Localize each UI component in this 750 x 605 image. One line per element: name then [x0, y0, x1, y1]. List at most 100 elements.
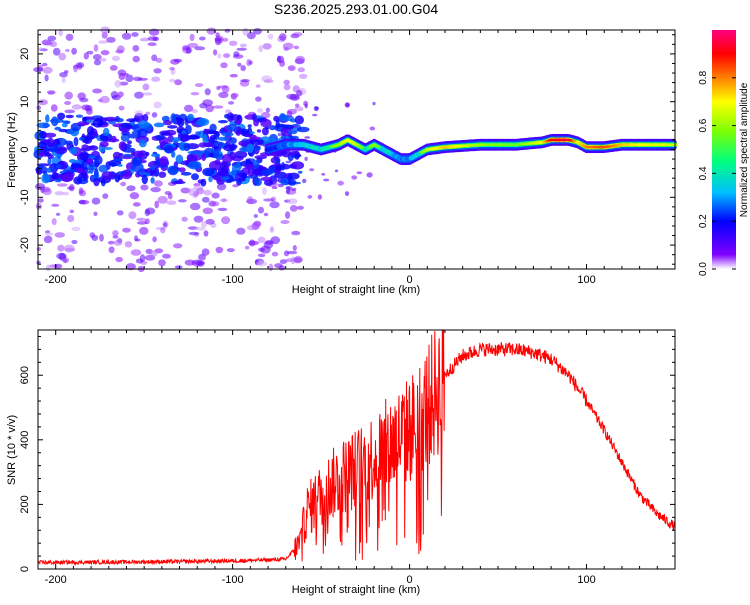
- noise-blob: [98, 164, 109, 173]
- y-tick-label: 20: [19, 48, 31, 60]
- noise-blob: [57, 244, 65, 252]
- noise-blob: [167, 181, 177, 186]
- noise-blob: [137, 77, 148, 81]
- noise-blob: [136, 221, 148, 225]
- noise-blob: [100, 50, 110, 56]
- noise-blob: [124, 241, 133, 248]
- noise-blob: [178, 167, 186, 173]
- noise-blob: [150, 177, 155, 184]
- noise-blob: [58, 28, 63, 37]
- noise-blob: [276, 158, 281, 165]
- noise-blob: [334, 169, 339, 173]
- noise-blob: [155, 57, 163, 63]
- noise-blob: [77, 92, 86, 100]
- noise-blob: [134, 110, 144, 116]
- noise-blob: [202, 167, 215, 177]
- noise-blob: [229, 73, 238, 78]
- snr-panel: -200 -100 0 100 0 200 400 600 Height of straig…: [6, 329, 676, 596]
- noise-blob: [187, 226, 198, 230]
- noise-blob: [81, 144, 89, 151]
- snr-xlabel: Height of straight line (km): [292, 584, 420, 596]
- noise-blob: [167, 166, 179, 176]
- noise-blob: [116, 45, 125, 54]
- noise-blob: [221, 216, 231, 225]
- snr-y-axis: 0 200 400 600: [19, 335, 675, 572]
- noise-blob: [71, 226, 81, 232]
- noise-blob: [191, 173, 199, 181]
- noise-blob: [236, 47, 247, 51]
- noise-blob: [91, 197, 101, 205]
- noise-blob: [71, 47, 77, 55]
- noise-blob: [280, 163, 291, 170]
- noise-blob: [135, 258, 143, 264]
- noise-blob: [73, 176, 83, 185]
- noise-blob: [159, 130, 171, 136]
- noise-blob: [221, 132, 234, 137]
- noise-blob: [65, 114, 74, 119]
- noise-blob: [268, 263, 274, 272]
- noise-blob: [240, 79, 250, 83]
- noise-blob: [254, 177, 262, 187]
- noise-blob: [344, 102, 350, 108]
- noise-blob: [245, 163, 255, 170]
- ridge-peak: [375, 145, 380, 148]
- noise-blob: [189, 33, 195, 42]
- noise-blob: [170, 113, 177, 123]
- noise-blob: [46, 167, 52, 173]
- noise-blob: [131, 32, 139, 37]
- spectrogram-ylabel: Frequency (Hz): [6, 112, 18, 188]
- noise-blob: [221, 85, 230, 93]
- noise-blob: [99, 95, 110, 104]
- noise-blob: [183, 142, 191, 152]
- noise-blob: [69, 147, 78, 155]
- noise-blob: [158, 259, 166, 267]
- noise-blob: [122, 153, 133, 158]
- noise-blob: [42, 42, 54, 46]
- noise-blob: [37, 141, 48, 149]
- noise-blob: [87, 154, 96, 160]
- noise-blob: [286, 110, 293, 118]
- y-tick-label: -20: [19, 237, 31, 253]
- noise-blob: [76, 167, 84, 173]
- noise-blob: [98, 40, 108, 44]
- y-tick-label: 400: [19, 431, 31, 449]
- noise-blob: [269, 226, 274, 233]
- noise-blob: [258, 45, 264, 53]
- noise-blob: [185, 124, 192, 135]
- noise-blob: [169, 67, 175, 71]
- noise-blob: [118, 105, 125, 111]
- noise-blob: [204, 88, 211, 96]
- noise-blob: [47, 90, 56, 95]
- noise-blob: [160, 227, 166, 234]
- noise-blob: [99, 141, 109, 148]
- x-tick-label: 100: [577, 574, 595, 586]
- noise-blob: [215, 32, 220, 38]
- noise-blob: [103, 127, 110, 136]
- noise-blob: [304, 156, 308, 161]
- noise-blob: [109, 65, 118, 71]
- noise-blob: [195, 120, 206, 126]
- noise-blob: [323, 178, 330, 182]
- noise-blob: [212, 105, 224, 109]
- noise-blob: [87, 126, 95, 136]
- noise-blob: [107, 240, 115, 245]
- noise-blob: [225, 109, 232, 114]
- noise-blob: [71, 104, 82, 110]
- noise-blob: [118, 141, 127, 151]
- noise-blob: [292, 96, 301, 100]
- noise-blob: [79, 151, 89, 161]
- colorbar-gradient: [712, 30, 736, 269]
- noise-blob: [267, 33, 274, 40]
- noise-blob: [219, 198, 228, 202]
- noise-blob: [248, 239, 256, 247]
- noise-blob: [187, 150, 201, 155]
- noise-blob: [69, 209, 75, 214]
- noise-blob: [213, 49, 218, 56]
- noise-blob: [153, 101, 162, 109]
- noise-blob: [54, 232, 65, 238]
- noise-blob: [237, 62, 242, 67]
- noise-blob: [246, 143, 254, 154]
- noise-blob: [152, 236, 157, 243]
- noise-blob: [277, 183, 284, 188]
